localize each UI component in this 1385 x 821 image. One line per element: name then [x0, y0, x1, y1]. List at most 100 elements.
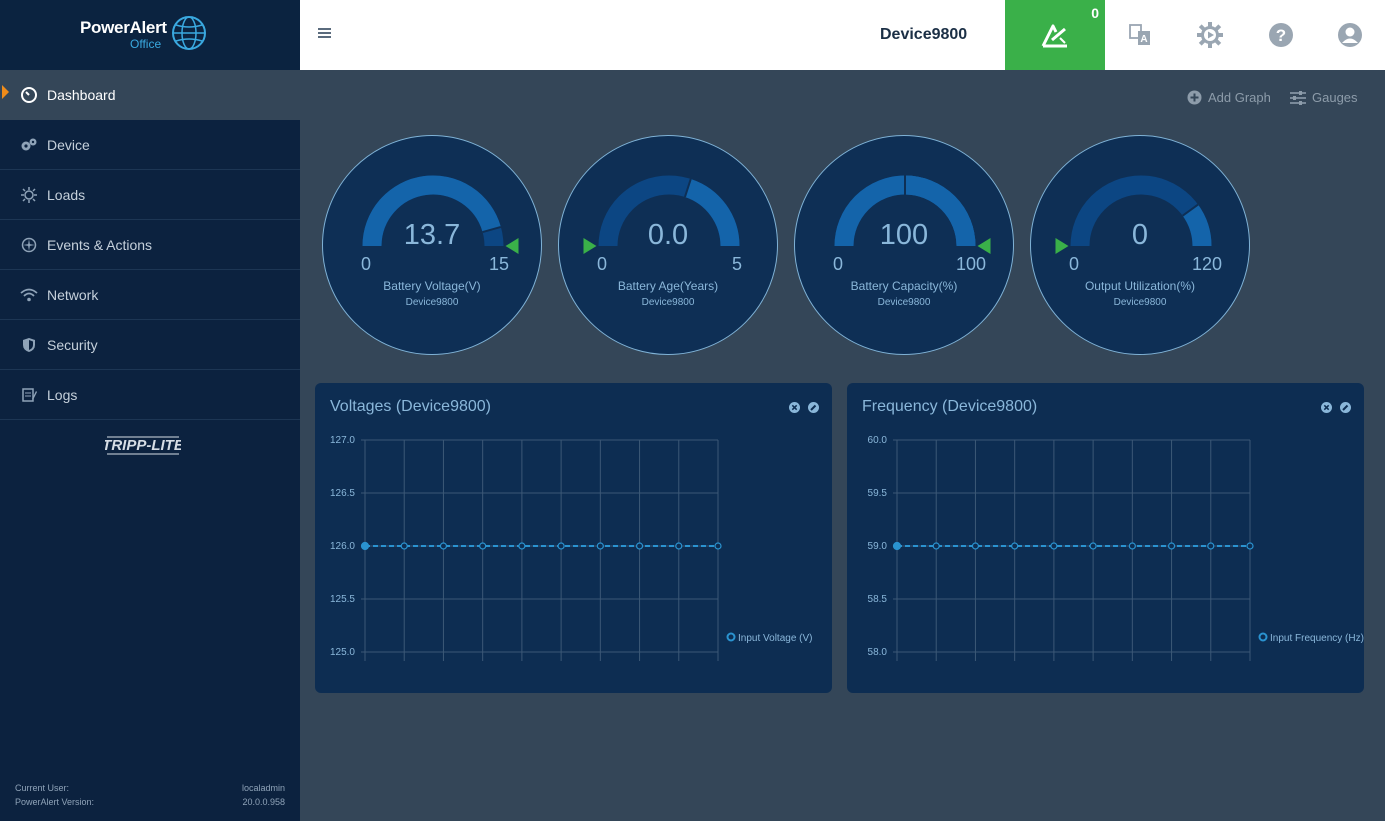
gauge-battery-voltage[interactable]: 13.7 0 15 Battery Voltage(V) Device9800	[322, 135, 542, 355]
edit-icon[interactable]	[808, 402, 819, 413]
gauges-button[interactable]: Gauges	[1290, 90, 1358, 105]
y-tick-label: 58.5	[868, 594, 888, 605]
data-point	[596, 542, 604, 550]
y-tick-label: 126.5	[330, 488, 355, 499]
data-point	[892, 541, 902, 551]
events-icon	[20, 236, 38, 254]
alert-icon	[1041, 24, 1067, 48]
data-point	[400, 542, 408, 550]
gauges-label: Gauges	[1312, 90, 1358, 105]
sidebar-item-device[interactable]: Device	[0, 120, 300, 170]
current-user-row: Current User: localadmin	[15, 781, 285, 795]
svg-text:?: ?	[1276, 26, 1286, 45]
gauge-label: Output Utilization(%)	[1084, 279, 1196, 293]
gauge-device: Device9800	[641, 297, 695, 308]
legend-label: Input Frequency (Hz)	[1270, 633, 1364, 644]
sidebar-item-label: Logs	[47, 386, 78, 403]
data-point	[1246, 542, 1254, 550]
help-icon[interactable]: ?	[1268, 22, 1294, 48]
sidebar-item-dashboard[interactable]: Dashboard	[0, 70, 300, 120]
sidebar-item-label: Security	[47, 336, 98, 353]
data-point	[518, 542, 526, 550]
gauge-device: Device9800	[405, 297, 459, 308]
gauge-marker	[1055, 238, 1069, 254]
sidebar-item-label: Events & Actions	[47, 236, 153, 253]
globe-icon	[172, 16, 206, 50]
sidebar-item-logs[interactable]: Logs	[0, 370, 300, 420]
plus-circle-icon	[1187, 90, 1202, 105]
y-tick-label: 59.0	[868, 541, 888, 552]
sidebar-item-loads[interactable]: Loads	[0, 170, 300, 220]
y-tick-label: 58.0	[868, 647, 888, 658]
gauge-max: 120	[1192, 254, 1223, 274]
language-icon[interactable]: A	[1127, 22, 1153, 48]
sidebar-item-events-actions[interactable]: Events & Actions	[0, 220, 300, 270]
gauge-device: Device9800	[877, 297, 931, 308]
data-point	[360, 541, 370, 551]
gauge-band	[684, 178, 740, 247]
data-point	[1207, 542, 1215, 550]
gauge-value: 0.0	[647, 219, 689, 251]
footer-info: Current User: localadmin PowerAlert Vers…	[15, 781, 285, 809]
gauge-separator	[482, 226, 502, 234]
logs-icon	[20, 386, 38, 404]
gauge-min: 0	[1069, 254, 1080, 274]
gauge-fill	[362, 175, 501, 247]
sidebar-item-label: Device	[47, 136, 90, 153]
user-account-icon[interactable]	[1337, 22, 1363, 48]
edit-icon[interactable]	[1340, 402, 1351, 413]
hamburger-menu-icon[interactable]	[318, 26, 331, 40]
data-point	[1167, 542, 1176, 550]
alert-count-badge: 0	[1091, 5, 1099, 21]
gauge-band	[1182, 204, 1212, 247]
gauge-output-utilization[interactable]: 0 0 120 Output Utilization(%) Device9800	[1030, 135, 1250, 355]
top-bar: Device9800 0 A ?	[300, 0, 1385, 70]
settings-gear-icon[interactable]	[1197, 22, 1223, 48]
gauge-separator	[683, 178, 692, 198]
device-title: Device9800	[880, 26, 968, 43]
loads-icon	[20, 186, 38, 204]
close-icon[interactable]	[1321, 402, 1332, 413]
legend-marker	[726, 632, 736, 642]
gauge-battery-age[interactable]: 0.0 0 5 Battery Age(Years) Device9800	[558, 135, 778, 355]
y-tick-label: 125.0	[330, 647, 355, 658]
gauge-marker	[505, 238, 519, 254]
gauge-battery-capacity[interactable]: 100 0 100 Battery Capacity(%) Device9800	[794, 135, 1014, 355]
alerts-button[interactable]: 0	[1005, 0, 1105, 70]
sidebar-item-security[interactable]: Security	[0, 320, 300, 370]
sidebar-item-label: Loads	[47, 186, 86, 203]
gauge-marker	[583, 238, 597, 254]
sidebar-item-label: Dashboard	[47, 86, 116, 103]
chart-title: Frequency (Device9800)	[862, 398, 1038, 415]
voltages-chart-panel: Voltages (Device9800) 127.0 126.5 126.0 125…	[315, 383, 832, 693]
current-user-label: Current User:	[15, 783, 70, 793]
version-value: 20.0.0.958	[242, 797, 285, 807]
sidebar-nav: Dashboard Device Loads Events & Actions …	[0, 70, 300, 420]
version-label: PowerAlert Version:	[15, 797, 95, 807]
chart-title: Voltages (Device9800)	[330, 398, 491, 415]
gauge-value: 13.7	[403, 219, 461, 251]
gauge-value: 100	[879, 219, 929, 251]
gauge-dial	[1055, 175, 1212, 254]
gauge-device: Device9800	[1113, 297, 1167, 308]
add-graph-label: Add Graph	[1208, 90, 1271, 105]
add-graph-button[interactable]: Add Graph	[1187, 90, 1271, 105]
close-icon[interactable]	[789, 402, 800, 413]
legend-marker	[1258, 632, 1268, 642]
data-point	[635, 542, 644, 550]
frequency-chart: 60.0 59.5 59.0 58.5 58.0 Input Frequency (Hz)	[868, 435, 1364, 661]
gauge-label: Battery Capacity(%)	[850, 279, 958, 293]
gauge-dial	[834, 175, 991, 254]
data-point	[1050, 542, 1058, 550]
data-point	[1128, 542, 1136, 550]
frequency-chart-panel: Frequency (Device9800) 60.0 59.5 59.0 58.5 5…	[847, 383, 1364, 693]
sidebar-item-network[interactable]: Network	[0, 270, 300, 320]
y-tick-label: 126.0	[330, 541, 355, 552]
voltages-chart: 127.0 126.5 126.0 125.5 125.0 Input Voltage (…	[330, 435, 813, 661]
y-tick-label: 59.5	[868, 488, 888, 499]
data-point	[971, 542, 980, 550]
data-point	[557, 542, 565, 550]
legend-label: Input Voltage (V)	[738, 633, 813, 644]
gauge-min: 0	[597, 254, 608, 274]
gauge-max: 100	[956, 254, 987, 274]
